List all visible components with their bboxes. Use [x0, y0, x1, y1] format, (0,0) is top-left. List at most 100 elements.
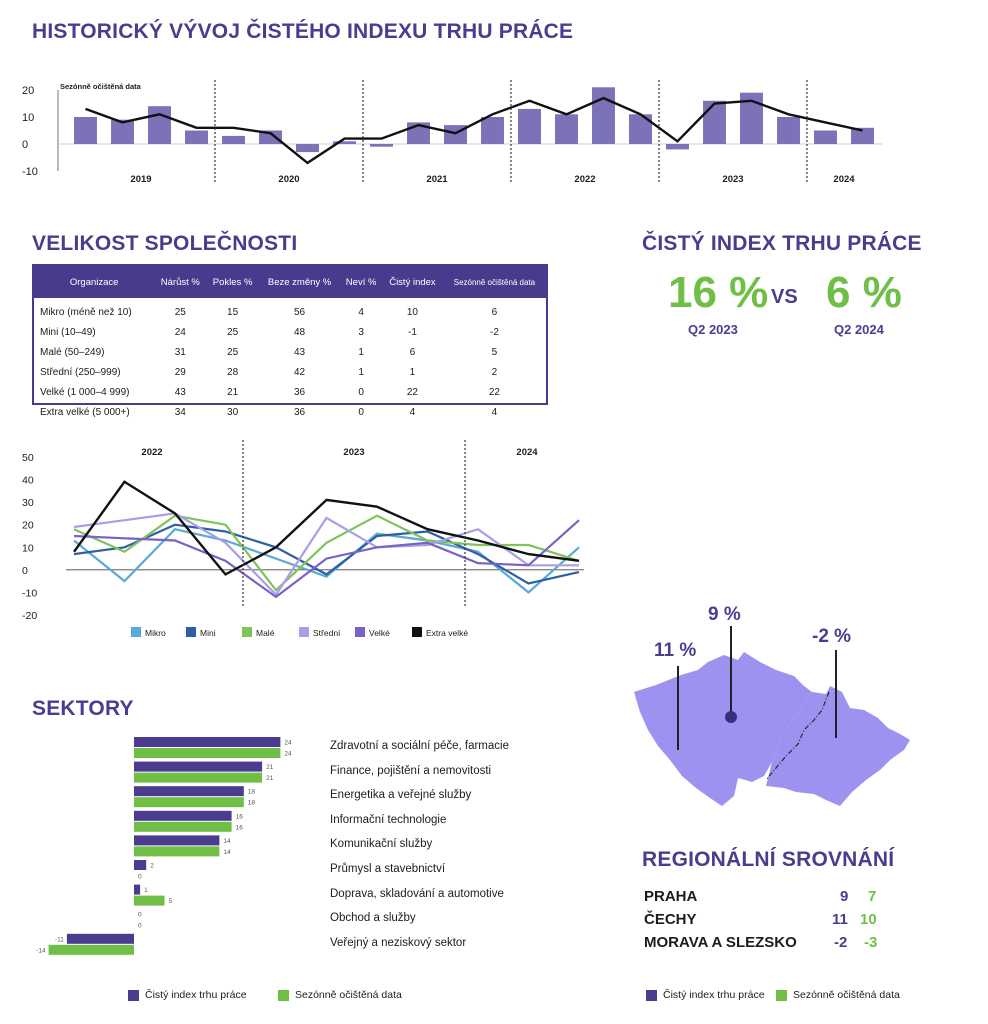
sector-label: Doprava, skladování a automotive: [330, 887, 504, 900]
table-cell: 21: [227, 386, 239, 398]
legend-label: Mikro: [145, 628, 166, 638]
kpi-right-value: 6 %: [826, 268, 902, 317]
sector-data-label: 14: [223, 838, 231, 845]
sector-bar-index: [134, 810, 232, 821]
table-cell: Velké (1 000–4 999): [40, 386, 130, 398]
y-tick-label: -10: [22, 587, 37, 599]
sector-data-label: 24: [284, 740, 292, 747]
y-tick-label: 20: [22, 85, 34, 97]
table-cell: 29: [174, 366, 186, 378]
y-tick-label: 10: [22, 542, 34, 554]
table-cell: Střední (250–999): [40, 366, 121, 378]
kpi-right-label: Q2 2024: [834, 322, 884, 337]
sector-label: Obchod a služby: [330, 912, 416, 925]
sector-label: Zdravotní a sociální péče, farmacie: [330, 740, 509, 752]
y-tick-label: 50: [22, 452, 34, 464]
sector-data-label: 18: [248, 800, 256, 807]
table-cell: 48: [294, 326, 306, 338]
sector-legend-seasonal: Sezónně očištěná data: [278, 989, 402, 1001]
year-label: 2023: [722, 174, 743, 185]
series-line: [73, 514, 580, 592]
table-header-cell: Pokles %: [206, 266, 259, 298]
year-label: 2024: [516, 447, 538, 458]
regional-name: ČECHY: [644, 911, 697, 928]
sector-data-label: 5: [169, 898, 173, 905]
y-tick-label: -20: [22, 610, 37, 622]
net-index-title: ČISTÝ INDEX TRHU PRÁCE: [642, 232, 922, 255]
table-header-cell: Nárůst %: [154, 266, 207, 298]
y-tick-label: 0: [22, 565, 28, 577]
map-praha-dot: [725, 711, 737, 723]
company-size-title: VELIKOST SPOLEČNOSTI: [32, 232, 298, 255]
sector-data-label: 1: [144, 887, 148, 894]
sector-data-label: 21: [266, 775, 274, 782]
legend-label: Čistý index trhu práce: [663, 989, 765, 1001]
table-cell: -2: [489, 326, 499, 338]
sector-data-label: 0: [138, 923, 142, 930]
y-tick-label: 40: [22, 475, 34, 487]
table-cell: 10: [406, 306, 418, 318]
table-cell: 6: [491, 306, 498, 318]
table-cell: Extra velké (5 000+): [40, 406, 130, 418]
sector-label: Energetika a veřejné služby: [330, 789, 472, 802]
sector-bar-index: [134, 761, 263, 772]
historic-bar: [592, 87, 615, 144]
table-cell: Mini (10–49): [40, 326, 96, 338]
historic-bar: [740, 92, 763, 144]
map-label-cechy: 11 %: [654, 640, 696, 661]
table-cell: 2: [491, 366, 498, 378]
table-cell: 30: [227, 406, 239, 418]
series-line: [73, 519, 580, 599]
series-line: [73, 512, 579, 597]
legend-swatch: [131, 627, 141, 637]
table-cell: Malé (50–249): [40, 346, 105, 358]
table-row: Mikro (méně než 10) 25 15 56 4 10 6: [34, 298, 546, 322]
table-header-cell: Čistý index: [382, 266, 443, 298]
table-row: Malé (50–249) 31 25 43 1 6 5: [34, 342, 546, 362]
historic-bar: [777, 117, 800, 144]
historic-bar: [703, 100, 726, 144]
table-cell: 43: [294, 346, 306, 358]
regional-legend-index: Čistý index trhu práce: [646, 989, 765, 1001]
y-tick-label: 0: [22, 139, 28, 151]
map-morava-region: [766, 686, 910, 806]
historic-bar: [814, 130, 837, 144]
table-cell: 42: [294, 366, 306, 378]
regional-index: 11: [832, 911, 848, 928]
table-cell: 25: [227, 326, 239, 338]
year-label: 2019: [130, 174, 151, 185]
regional-legend-seasonal: Sezónně očištěná data: [776, 989, 900, 1001]
year-label: 2020: [278, 174, 299, 185]
historic-bar: [222, 135, 245, 144]
legend-swatch: [242, 627, 252, 637]
sector-data-label: 16: [236, 824, 244, 831]
year-label: 2022: [574, 174, 595, 185]
sector-data-label: 2: [150, 863, 154, 870]
year-label: 2024: [833, 174, 855, 185]
table-cell: 22: [406, 386, 418, 398]
historic-bar: [74, 117, 97, 144]
table-cell: 0: [358, 386, 364, 398]
historic-bar: [185, 130, 208, 144]
sector-bar-index: [66, 933, 134, 944]
sector-label: Průmysl a stavebnictví: [330, 863, 446, 875]
legend-swatch: [186, 627, 196, 637]
legend-swatch: [355, 627, 365, 637]
sector-label: Veřejný a neziskový sektor: [330, 936, 467, 949]
historic-bar: [851, 127, 874, 144]
table-cell: 28: [227, 366, 239, 378]
company-size-table: Organizace Nárůst % Pokles % Beze změny % Ne…: [32, 264, 548, 418]
historic-bar: [333, 141, 356, 144]
czech-map: 11 % 9 % -2 %: [634, 604, 910, 806]
sector-bar-index: [134, 786, 244, 797]
regional-name: PRAHA: [644, 888, 698, 905]
regional-seasonal: 10: [860, 911, 877, 928]
y-tick-label: -10: [22, 166, 38, 178]
legend-swatch: [299, 627, 309, 637]
sector-data-label: 16: [236, 813, 244, 820]
map-label-morava: -2 %: [812, 626, 851, 647]
kpi-left-value: 16 %: [668, 268, 769, 317]
sector-label: Informační technologie: [330, 813, 447, 826]
table-cell: 56: [294, 306, 306, 318]
